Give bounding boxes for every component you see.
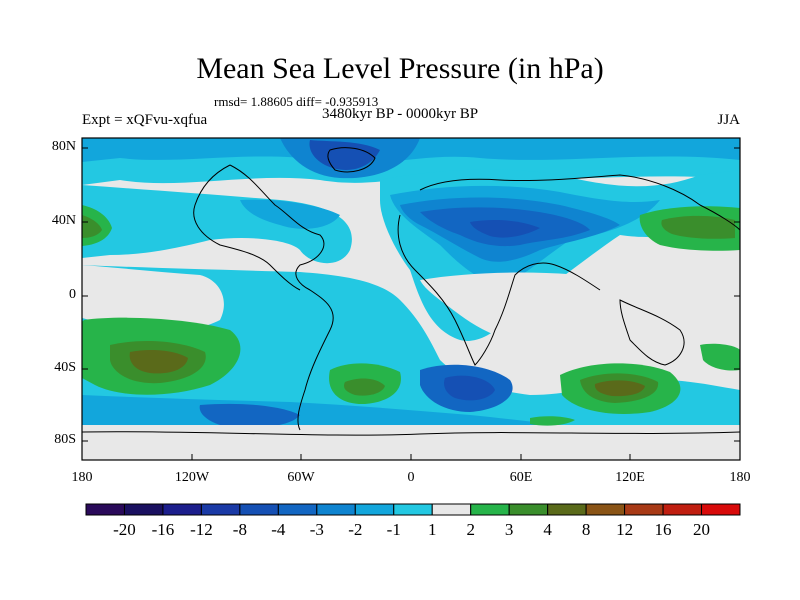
contour-region	[661, 215, 735, 239]
colorbar-swatch	[393, 503, 433, 516]
period-label: 3480kyr BP - 0000kyr BP	[321, 106, 479, 122]
colorbar-swatch	[624, 503, 664, 516]
contour-region	[82, 437, 740, 460]
colorbar-swatch	[470, 503, 510, 516]
colorbar-swatch	[162, 503, 202, 516]
colorbar-label: -4	[271, 520, 286, 539]
colorbar-swatch	[354, 503, 395, 516]
colorbar-label: 1	[427, 520, 437, 539]
colorbar-swatch	[547, 503, 587, 516]
axis-ticks	[81, 147, 741, 460]
contour-region	[700, 343, 740, 371]
stats-line: rmsd= 1.88605 diff= -0.935913	[214, 94, 379, 109]
lat-tick-label: 80N	[51, 139, 76, 154]
colorbar-label: -12	[190, 520, 213, 539]
contour-region	[129, 350, 188, 374]
colorbar-label: 4	[543, 520, 552, 539]
coastlines	[82, 147, 740, 436]
colorbar-swatch	[85, 503, 125, 516]
contour-region	[470, 220, 540, 238]
colorbar-swatch	[585, 503, 626, 516]
contour-region	[594, 380, 645, 397]
colorbar-label: -3	[309, 520, 324, 539]
colorbar-swatch	[239, 503, 279, 516]
colorbar-label: -20	[113, 520, 136, 539]
colorbar-label: 2	[466, 520, 475, 539]
contour-region	[240, 199, 340, 229]
colorbar-swatch	[277, 503, 318, 516]
colorbar-label: -16	[151, 520, 175, 539]
contour-region	[344, 378, 385, 396]
lon-tick-label: 180	[71, 470, 93, 485]
lat-tick-label: 40N	[51, 213, 76, 228]
colorbar-label: -2	[348, 520, 363, 539]
colorbar-label: 20	[693, 520, 711, 539]
lat-tick-label: 0	[69, 287, 76, 302]
lat-tick-label: 40S	[54, 360, 76, 375]
lat-tick-label: 80S	[54, 432, 76, 447]
lon-tick-label: 0	[407, 470, 415, 485]
page-title: Mean Sea Level Pressure (in hPa)	[196, 52, 604, 85]
colorbar-swatch	[316, 503, 356, 516]
season-label: JJA	[717, 112, 740, 128]
colorbar-label: 3	[504, 520, 514, 539]
lon-tick-label: 120W	[174, 470, 210, 485]
colorbar-label: -1	[386, 520, 401, 539]
colorbar-label: 16	[654, 520, 672, 539]
colorbar-swatch	[662, 503, 703, 516]
colorbar-swatch	[508, 503, 549, 516]
experiment-label: Expt = xQFvu-xqfua	[82, 112, 208, 128]
colorbar-label: 12	[616, 520, 634, 539]
contour-region	[199, 403, 300, 428]
lon-tick-label: 60E	[509, 470, 533, 485]
lon-tick-label: 180	[729, 470, 751, 485]
contour-region	[82, 265, 224, 332]
colorbar-label: 8	[581, 520, 591, 539]
contour-region	[309, 140, 380, 170]
colorbar-swatch	[701, 503, 741, 516]
contour-region	[82, 215, 102, 238]
colorbar-swatch	[123, 503, 164, 516]
colorbar-swatch	[431, 503, 472, 516]
contour-region	[444, 375, 495, 401]
contour-region	[420, 272, 740, 345]
colorbar-label: -8	[232, 520, 247, 539]
contour-region	[530, 416, 575, 426]
colorbar-swatch	[200, 503, 241, 516]
lon-tick-label: 60W	[287, 470, 315, 485]
lon-tick-label: 120E	[615, 470, 645, 485]
